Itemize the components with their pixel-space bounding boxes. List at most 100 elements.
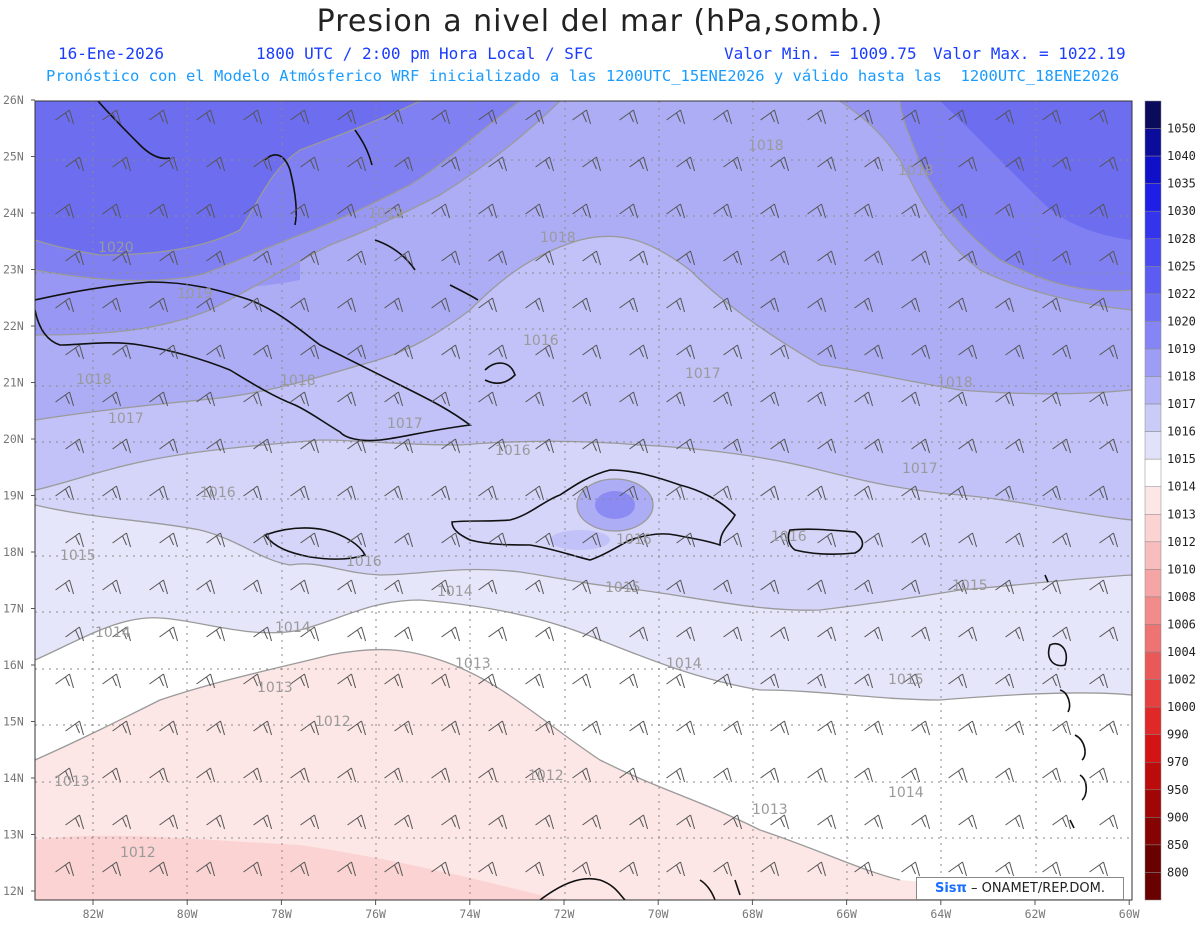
wind-barb: [196, 673, 216, 689]
wind-barb: [300, 814, 320, 830]
shade-low-south: [550, 530, 610, 550]
wind-barb: [1089, 579, 1109, 595]
contour-label: 1016: [346, 554, 382, 570]
lat-label: 12N: [3, 884, 24, 898]
wind-barb: [770, 626, 790, 642]
wind-barb: [525, 109, 545, 125]
wind-barb: [384, 297, 404, 313]
wind-barb: [441, 250, 461, 266]
wind-barb: [525, 861, 545, 877]
wind-barb: [864, 626, 884, 642]
colorbar-label: 1013: [1167, 507, 1196, 521]
colorbar-swatch: [1144, 348, 1162, 377]
wind-barb: [1042, 579, 1062, 595]
wind-barb: [65, 250, 85, 266]
wind-barb: [1042, 767, 1062, 783]
wind-barb: [1042, 109, 1062, 125]
wind-barb: [55, 203, 75, 219]
wind-barb: [676, 438, 696, 454]
wind-barb: [102, 861, 122, 877]
wind-barb: [854, 297, 874, 313]
wind-barb: [1042, 485, 1062, 501]
wind-barb: [1089, 767, 1109, 783]
wind-barb: [911, 814, 931, 830]
wind-barb: [243, 203, 263, 219]
lat-label: 13N: [3, 828, 24, 842]
colorbar-label: 1020: [1167, 314, 1196, 328]
wind-barb: [478, 109, 498, 125]
wind-barb: [525, 767, 545, 783]
wind-barb: [488, 532, 508, 548]
wind-barb: [431, 673, 451, 689]
wind-barb: [384, 485, 404, 501]
wind-barb: [488, 250, 508, 266]
wind-barb: [1099, 814, 1119, 830]
wind-barb: [535, 626, 555, 642]
wind-barb: [149, 673, 169, 689]
wind-barb: [384, 673, 404, 689]
wind-barb: [1099, 626, 1119, 642]
wind-barb: [817, 814, 837, 830]
wind-barb: [347, 344, 367, 360]
wind-barb: [65, 344, 85, 360]
contour-label: 1019: [368, 206, 404, 222]
contour-label: 1016: [495, 443, 531, 459]
wind-barb: [196, 203, 216, 219]
contour-label: 1014: [95, 625, 131, 641]
wind-barb: [582, 438, 602, 454]
contour-label: 1018: [748, 138, 784, 154]
wind-barb: [384, 579, 404, 595]
colorbar-label: 990: [1167, 728, 1189, 742]
wind-barb: [149, 485, 169, 501]
colorbar-swatch: [1144, 128, 1162, 157]
wind-barb: [196, 579, 216, 595]
wind-barb: [488, 156, 508, 172]
colorbar-label: 1028: [1167, 232, 1196, 246]
wind-barb: [676, 814, 696, 830]
wind-barb: [723, 626, 743, 642]
colorbar-label: 1050: [1167, 122, 1196, 136]
colorbar-swatch: [1144, 596, 1162, 625]
wind-barb: [995, 579, 1015, 595]
wind-barb: [1089, 203, 1109, 219]
wind-barb: [901, 203, 921, 219]
wind-barb: [300, 250, 320, 266]
colorbar-label: 1015: [1167, 452, 1196, 466]
wind-barb: [666, 203, 686, 219]
page-title: Presion a nivel del mar (hPa,somb.): [316, 4, 884, 39]
wind-barb: [253, 250, 273, 266]
wind-barb: [807, 767, 827, 783]
wind-barb: [206, 438, 226, 454]
wind-barb: [911, 250, 931, 266]
wind-barb: [1052, 814, 1072, 830]
wind-barb: [441, 532, 461, 548]
lon-label: 62W: [1025, 907, 1046, 921]
wind-barb: [488, 720, 508, 736]
wind-barb: [159, 438, 179, 454]
lat-label: 24N: [3, 206, 24, 220]
wind-barb: [478, 203, 498, 219]
wind-barb: [676, 156, 696, 172]
wind-barb: [770, 156, 790, 172]
colorbar-label: 1012: [1167, 535, 1196, 549]
wind-barb: [666, 485, 686, 501]
lat-label: 17N: [3, 602, 24, 616]
colorbar-swatch: [1144, 706, 1162, 735]
wind-barb: [864, 438, 884, 454]
wind-barb: [958, 250, 978, 266]
contour-label: 1019: [177, 286, 213, 302]
wind-barb: [911, 532, 931, 548]
lon-label: 60W: [1119, 907, 1140, 921]
wind-barb: [525, 485, 545, 501]
wind-barb: [55, 109, 75, 125]
contour-label: 1016: [200, 485, 236, 501]
wind-barb: [1099, 250, 1119, 266]
wind-barb: [196, 767, 216, 783]
wind-barb: [65, 720, 85, 736]
contour-label: 1016: [523, 333, 559, 349]
wind-barb: [713, 767, 733, 783]
wind-barb: [290, 861, 310, 877]
wind-barb: [582, 720, 602, 736]
wind-barb: [1052, 438, 1072, 454]
